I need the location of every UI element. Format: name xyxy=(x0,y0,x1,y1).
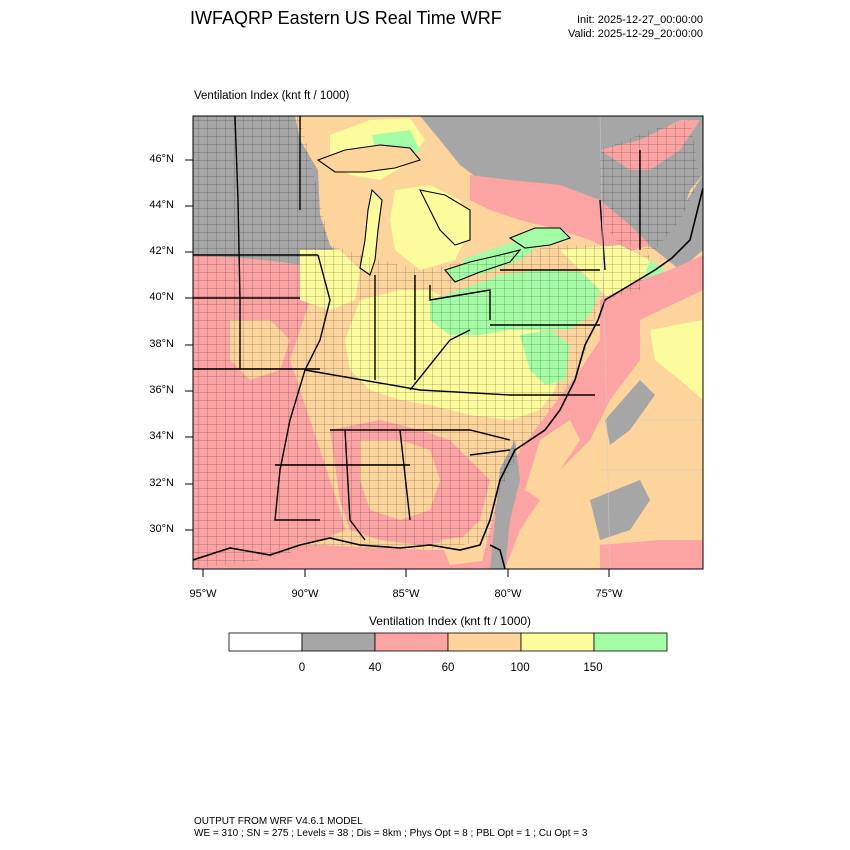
lon-label-90: 90°W xyxy=(291,588,319,600)
lat-ticks xyxy=(185,159,193,531)
colorbar-title: Ventilation Index (knt ft / 1000) xyxy=(368,614,532,628)
lake-superior xyxy=(316,144,421,173)
graticule xyxy=(599,116,703,569)
map-frame xyxy=(192,115,704,570)
colorbar-label-100: 100 xyxy=(510,662,530,674)
state-boundaries xyxy=(193,116,641,541)
field-title: Ventilation Index (knt ft / 1000) xyxy=(194,90,350,102)
colorbar-box-0 xyxy=(228,632,303,652)
colorbar-box-2 xyxy=(374,632,449,652)
lat-label-38: 38°N xyxy=(149,338,174,350)
colorbar-box-3 xyxy=(447,632,522,652)
colorbar-label-60: 60 xyxy=(441,662,455,674)
county-boundaries xyxy=(193,116,650,569)
lat-label-32: 32°N xyxy=(149,477,174,489)
lake-ontario xyxy=(508,227,572,249)
lat-label-36: 36°N xyxy=(149,384,174,396)
model-info-line2: WE = 310 ; SN = 275 ; Levels = 38 ; Dis … xyxy=(194,828,588,839)
map-fill-layer xyxy=(193,116,703,569)
lon-ticks xyxy=(202,569,610,577)
colorbar-label-150: 150 xyxy=(583,662,603,674)
lon-label-95: 95°W xyxy=(189,588,217,600)
colorbar-box-4 xyxy=(520,632,595,652)
init-time: Init: 2025-12-27_00:00:00 xyxy=(577,14,703,26)
lat-label-40: 40°N xyxy=(149,291,174,303)
colorbar xyxy=(228,632,668,652)
colorbar-box-5 xyxy=(593,632,668,652)
model-info-line1: OUTPUT FROM WRF V4.6.1 MODEL xyxy=(194,816,363,827)
lake-huron xyxy=(419,189,471,246)
colorbar-box-1 xyxy=(301,632,376,652)
plot-title: IWFAQRP Eastern US Real Time WRF xyxy=(190,8,502,28)
colorbar-label-40: 40 xyxy=(368,662,382,674)
lon-label-85: 85°W xyxy=(392,588,420,600)
lon-label-75: 75°W xyxy=(595,588,623,600)
lat-label-42: 42°N xyxy=(149,245,174,257)
colorbar-label-0: 0 xyxy=(298,662,306,674)
lat-label-34: 34°N xyxy=(149,430,174,442)
lon-label-80: 80°W xyxy=(494,588,522,600)
lat-label-44: 44°N xyxy=(149,199,174,211)
valid-time: Valid: 2025-12-29_20:00:00 xyxy=(568,28,703,40)
lat-label-46: 46°N xyxy=(149,153,174,165)
lat-label-30: 30°N xyxy=(149,523,174,535)
coastline xyxy=(193,187,703,561)
